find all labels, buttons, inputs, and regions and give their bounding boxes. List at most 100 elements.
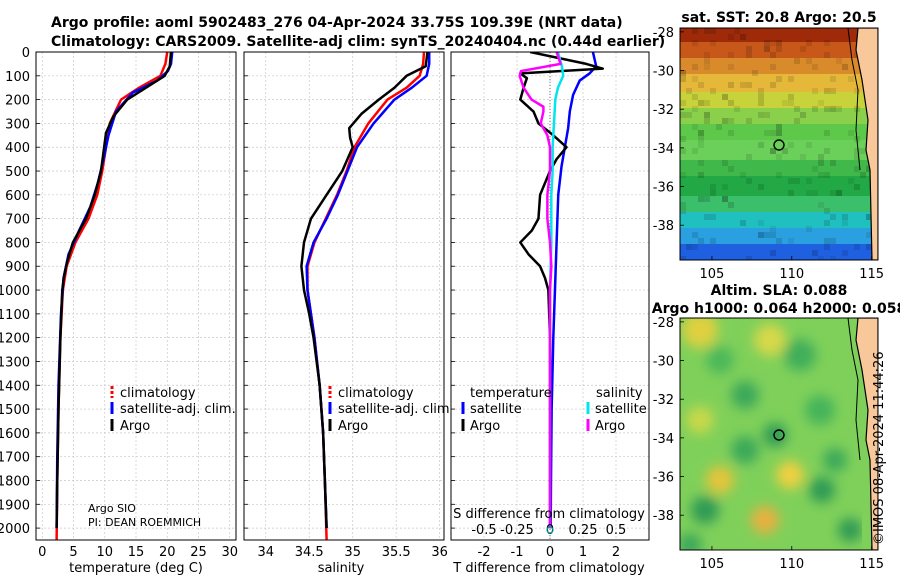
- sst-pixel: [842, 214, 848, 220]
- sst-pixel: [710, 184, 716, 190]
- legend-t-satellite: satellite: [470, 402, 522, 417]
- sst-band: [680, 244, 878, 260]
- x-tick-label: 35.5: [382, 545, 411, 560]
- sst-pixel: [794, 58, 800, 64]
- sst-pixel: [680, 172, 686, 178]
- map-lat-label: -28: [653, 26, 674, 41]
- sst-pixel: [824, 40, 830, 46]
- map-lat-label: -32: [653, 393, 674, 408]
- sst-pixel: [806, 40, 812, 46]
- sla-anomaly-blob: [823, 448, 847, 472]
- s-tick-label: -0.25: [500, 523, 534, 538]
- sst-pixel: [776, 172, 782, 178]
- sst-pixel: [830, 238, 836, 244]
- map-lon-label: 115: [859, 267, 884, 282]
- sst-pixel: [776, 130, 782, 136]
- sst-pixel: [734, 28, 740, 34]
- sst-pixel: [740, 82, 746, 88]
- sst-pixel: [740, 34, 746, 40]
- sst-pixel: [848, 178, 854, 184]
- sst-pixel: [758, 142, 764, 148]
- credit-argo-sio: Argo SIO: [88, 502, 136, 515]
- sst-pixel: [752, 70, 758, 76]
- sst-pixel: [830, 76, 836, 82]
- sst-pixel: [692, 94, 698, 100]
- sla-anomaly-blob: [731, 381, 759, 409]
- depth-tick-label: 1400: [0, 379, 30, 394]
- difference-legend: temperature salinity satellite Argo sate…: [461, 386, 647, 434]
- sst-pixel: [704, 100, 710, 106]
- depth-tick-label: 700: [5, 213, 30, 228]
- sla-anomaly-blob: [706, 346, 734, 374]
- depth-tick-label: 1900: [0, 498, 30, 513]
- sst-pixel: [776, 40, 782, 46]
- sst-pixel: [776, 154, 782, 160]
- s-tick-label: -0.5: [471, 523, 496, 538]
- sst-pixel: [818, 202, 824, 208]
- depth-tick-label: 1500: [0, 403, 30, 418]
- depth-tick-label: 1300: [0, 355, 30, 370]
- sst-pixel: [740, 220, 746, 226]
- sst-pixel: [698, 172, 704, 178]
- sst-pixel: [728, 52, 734, 58]
- x-tick-label: 20: [159, 545, 176, 560]
- sst-pixel: [812, 88, 818, 94]
- sst-pixel: [776, 130, 782, 136]
- salinity-legend: climatology satellite-adj. clim. Argo: [328, 386, 454, 434]
- sla-anomaly-blob: [751, 506, 779, 534]
- sst-pixel: [680, 76, 686, 82]
- map-lat-label: -32: [653, 103, 674, 118]
- sst-pixel: [692, 76, 698, 82]
- sst-pixel: [710, 28, 716, 34]
- sst-land: [855, 28, 878, 260]
- sst-pixel: [860, 148, 866, 154]
- sst-pixel: [764, 130, 770, 136]
- sst-pixel: [824, 244, 830, 250]
- sst-pixel: [860, 172, 866, 178]
- sst-pixel: [734, 106, 740, 112]
- x-tick-label: 10: [96, 545, 113, 560]
- sst-pixel: [686, 88, 692, 94]
- s-tick-label: 0.5: [606, 523, 627, 538]
- sst-pixel: [710, 40, 716, 46]
- sst-pixel: [740, 34, 746, 40]
- sst-pixel: [680, 202, 686, 208]
- sst-pixel: [824, 238, 830, 244]
- depth-tick-label: 0: [22, 46, 30, 61]
- sst-band: [680, 124, 878, 141]
- sst-pixel: [698, 82, 704, 88]
- x-tick-label: 34.5: [295, 545, 324, 560]
- sla-anomaly-blob: [784, 339, 816, 371]
- map-lon-label: 105: [700, 557, 725, 572]
- sst-pixel: [812, 250, 818, 256]
- sst-pixel: [842, 64, 848, 70]
- sst-pixel: [722, 196, 728, 202]
- sst-pixel: [824, 220, 830, 226]
- x-tick-label: -2: [478, 545, 491, 560]
- sst-pixel: [704, 214, 710, 220]
- sst-pixel: [830, 106, 836, 112]
- sst-pixel: [704, 118, 710, 124]
- sst-pixel: [842, 220, 848, 226]
- sst-pixel: [800, 112, 806, 118]
- sst-band: [680, 196, 878, 213]
- sla-anomaly-blob: [809, 477, 835, 503]
- sst-pixel: [680, 136, 686, 142]
- x-tick-label: 1: [579, 545, 587, 560]
- series-line-s-argo: [518, 52, 562, 529]
- legend-argo: Argo: [338, 419, 368, 434]
- sst-pixel: [758, 220, 764, 226]
- x-tick-label: -1: [511, 545, 524, 560]
- legend-temperature-title: temperature: [470, 386, 552, 401]
- sst-pixel: [818, 160, 824, 166]
- sst-pixel: [788, 190, 794, 196]
- sst-pixel: [686, 112, 692, 118]
- figure-title-line1: Argo profile: aoml 5902483_276 04-Apr-20…: [51, 15, 623, 31]
- t-difference-xlabel: T difference from climatology: [452, 561, 645, 576]
- sst-pixel: [812, 190, 818, 196]
- sst-pixel: [710, 88, 716, 94]
- sst-pixel: [788, 94, 794, 100]
- salinity-panel: 34 34.5 35 35.5 36 salinity climatology sate…: [243, 51, 454, 576]
- sst-band: [680, 228, 878, 245]
- sla-argo-marker: [773, 429, 785, 441]
